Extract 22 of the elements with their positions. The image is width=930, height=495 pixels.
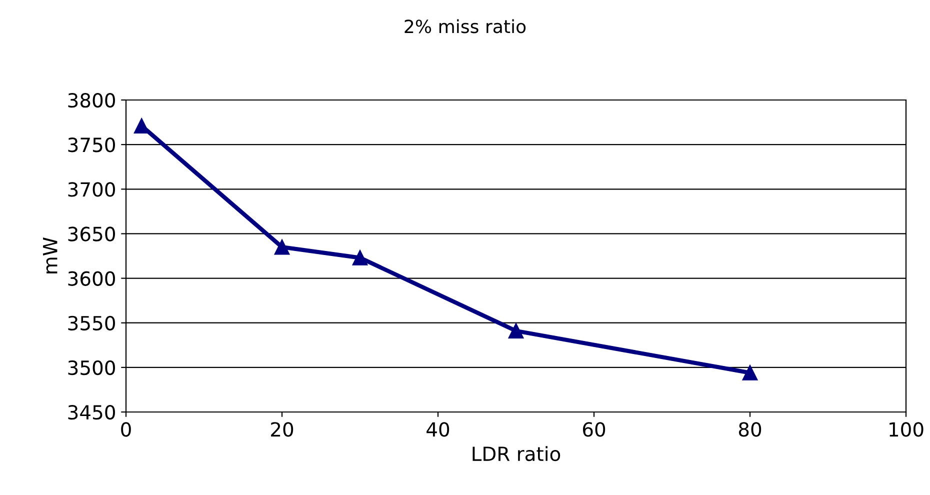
y-tick-label: 3700 (68, 182, 115, 197)
point (274, 239, 290, 255)
x-tick-label: 80 (738, 422, 762, 437)
y-tick-label: 3750 (68, 138, 115, 152)
x-axis-title: LDR ratio (472, 446, 560, 462)
y-tick-label: 3600 (68, 271, 115, 286)
point (134, 118, 150, 134)
y-axis-title: mW (43, 238, 58, 274)
y-tick-label: 3450 (68, 404, 115, 420)
y-tick-label: 3800 (68, 92, 115, 108)
x-tick-label: 40 (426, 422, 450, 437)
y-tick-label: 3500 (68, 360, 115, 376)
chart-title: 2% miss ratio (404, 19, 526, 34)
point (508, 323, 524, 339)
x-tick-label: 20 (271, 422, 294, 437)
y-tick-label: 3650 (68, 226, 115, 242)
x-tick-label: 100 (890, 422, 924, 437)
x-tick-label: 0 (121, 422, 131, 437)
point (742, 365, 758, 380)
x-tick-label: 60 (582, 422, 606, 437)
y-tick-label: 3550 (68, 316, 115, 331)
point (352, 250, 368, 266)
